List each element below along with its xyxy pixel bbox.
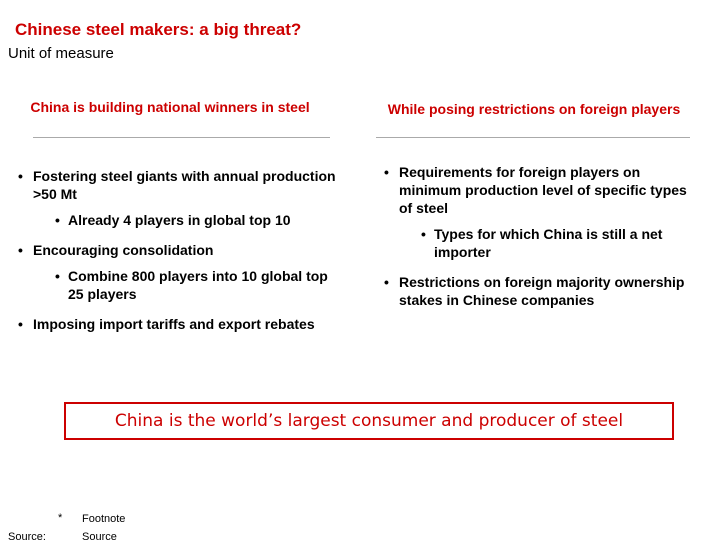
sub-bullet-item: Combine 800 players into 10 global top 2… (53, 267, 346, 303)
sub-bullet-item: Already 4 players in global top 10 (53, 211, 346, 229)
left-heading-divider (33, 137, 330, 138)
slide-subtitle: Unit of measure (8, 45, 114, 62)
source-text: Source (82, 531, 117, 543)
source-label: Source: (8, 531, 46, 543)
right-bullet-list: Requirements for foreign players on mini… (382, 163, 702, 309)
left-column-heading: China is building national winners in st… (30, 99, 310, 115)
key-message-callout: China is the world’s largest consumer an… (64, 402, 674, 440)
bullet-item: Fostering steel giants with annual produ… (16, 167, 346, 203)
bullet-item: Restrictions on foreign majority ownersh… (382, 273, 702, 309)
slide-title: Chinese steel makers: a big threat? (15, 20, 302, 39)
right-heading-divider (376, 137, 690, 138)
sub-bullet-item: Types for which China is still a net imp… (419, 225, 702, 261)
footnote-marker: * (58, 512, 63, 524)
left-bullet-list: Fostering steel giants with annual produ… (16, 167, 346, 333)
bullet-item: Encouraging consolidation (16, 241, 346, 259)
footnote-text: Footnote (82, 513, 126, 525)
bullet-item: Imposing import tariffs and export rebat… (16, 315, 346, 333)
bullet-item: Requirements for foreign players on mini… (382, 163, 702, 217)
right-column-heading: While posing restrictions on foreign pla… (387, 101, 681, 117)
